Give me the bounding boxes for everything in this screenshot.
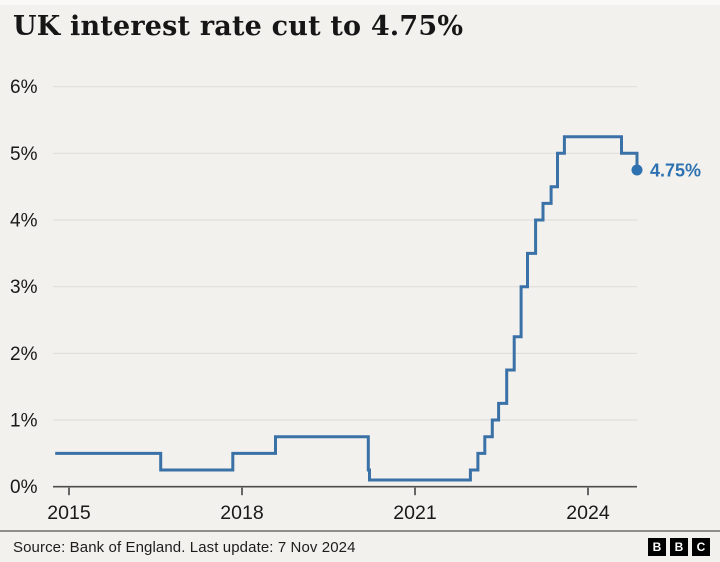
chart-footer: Source: Bank of England. Last update: 7 …	[0, 530, 720, 562]
y-tick-label: 4%	[10, 211, 38, 232]
y-tick-label: 0%	[10, 477, 38, 498]
bbc-logo-block-b1: B	[648, 538, 666, 556]
latest-value-dot	[631, 164, 643, 176]
bbc-logo: B B C	[648, 538, 710, 556]
y-tick-label: 5%	[10, 144, 38, 165]
source-text: Source: Bank of England. Last update: 7 …	[13, 538, 356, 556]
x-tick-label: 2018	[220, 502, 263, 524]
x-tick-label: 2015	[47, 502, 91, 524]
y-tick-label: 6%	[10, 77, 38, 98]
top-edge-highlight	[0, 0, 720, 5]
rate-step-line	[55, 135, 639, 482]
x-tick-label: 2021	[393, 502, 436, 524]
y-tick-label: 3%	[10, 277, 38, 298]
bbc-logo-block-b2: B	[670, 538, 688, 556]
y-tick-label: 1%	[10, 411, 38, 432]
bbc-logo-block-c: C	[692, 538, 710, 556]
latest-value-label: 4.75%	[650, 161, 701, 181]
x-tick-label: 2024	[566, 502, 610, 524]
y-tick-label: 2%	[10, 344, 38, 365]
chart-title: UK interest rate cut to 4.75%	[13, 11, 464, 42]
